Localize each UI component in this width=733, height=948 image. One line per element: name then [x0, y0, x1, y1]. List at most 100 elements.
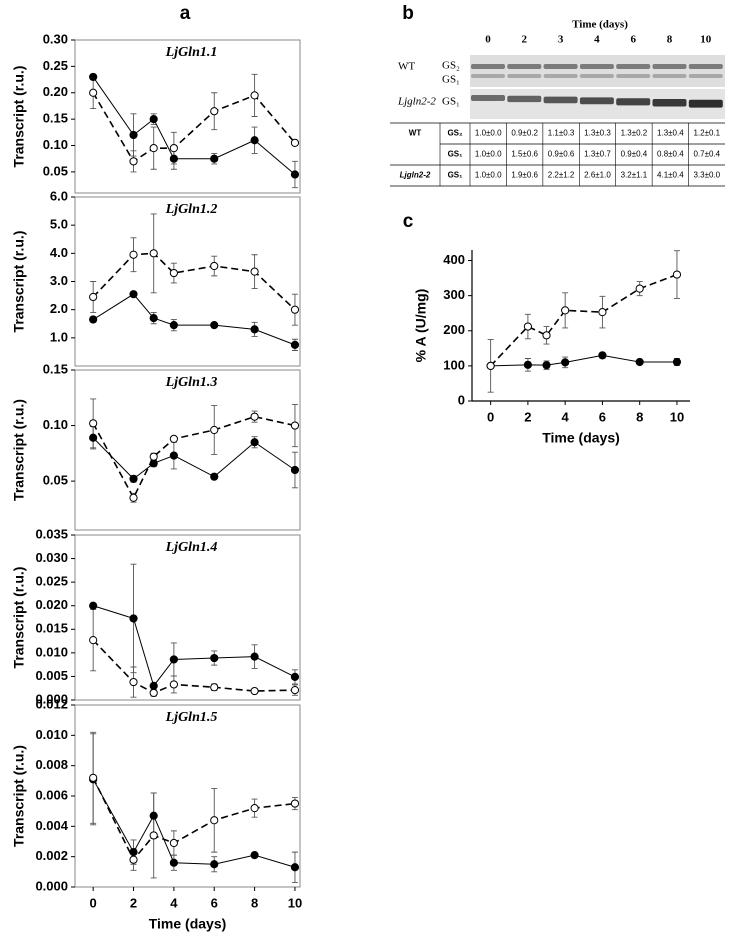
y-tick-label: 300 [443, 287, 465, 302]
data-point [169, 321, 178, 330]
x-tick-label: 2 [130, 895, 137, 910]
x-tick-label: 4 [170, 895, 178, 910]
gel-band [688, 99, 723, 108]
y-tick-label: 3.0 [50, 273, 68, 288]
data-point [149, 681, 158, 690]
x-axis-label: Time (days) [149, 916, 227, 932]
plot-frame [74, 196, 301, 367]
data-point [149, 249, 158, 258]
gel-band [652, 74, 687, 78]
gel-lane-label: 3 [558, 34, 564, 46]
gel-lane-label: 2 [522, 34, 528, 46]
y-tick-label: 0.30 [43, 31, 68, 46]
chart-title: LjGln1.3 [165, 375, 218, 390]
table-cell: 0.9±0.2 [511, 129, 538, 138]
y-tick-label: 5.0 [50, 217, 68, 232]
series-line [92, 777, 296, 862]
plot-frame [74, 534, 301, 701]
gel-band [688, 74, 723, 78]
data-point [561, 306, 570, 315]
data-point [250, 325, 259, 334]
y-axis-label: Transcript (r.u.) [11, 66, 27, 168]
y-tick-label: 100 [443, 357, 465, 372]
series-line [490, 354, 677, 367]
chart-title: LjGln1.1 [165, 45, 218, 60]
y-tick-label: 2.0 [50, 301, 68, 316]
data-point [149, 459, 158, 468]
gel-lane-label: 10 [700, 34, 712, 46]
y-tick-label: 0.012 [35, 696, 68, 711]
gel-background [470, 55, 725, 87]
y-tick-label: 0.10 [43, 417, 68, 432]
y-tick-label: 0.006 [35, 787, 68, 802]
gel-band [688, 64, 723, 69]
data-point [210, 425, 219, 435]
data-point [250, 267, 259, 276]
table-cell: 3.2±1.1 [621, 171, 648, 180]
table-isoform: GS₂ [447, 129, 463, 138]
data-point [210, 154, 219, 163]
panel-label: c [403, 211, 414, 232]
y-tick-label: 0 [458, 392, 465, 407]
series-line [92, 639, 295, 694]
gel-band [543, 74, 578, 78]
gel-band [616, 64, 651, 69]
table-cell: 1.2±0.1 [693, 129, 720, 138]
data-point [290, 686, 300, 695]
y-axis-label: Transcript (r.u.) [11, 399, 27, 501]
data-point [598, 308, 607, 317]
data-point [89, 636, 98, 645]
x-tick-label: 6 [599, 409, 606, 424]
y-tick-label: 0.05 [43, 473, 68, 488]
data-point [129, 250, 138, 259]
y-tick-label: 0.15 [43, 111, 68, 126]
table-cell: 0.8±0.4 [657, 150, 684, 159]
gel-band [543, 64, 578, 69]
data-point [290, 465, 300, 475]
data-point [210, 472, 219, 481]
data-point [129, 677, 138, 687]
data-point [210, 261, 219, 271]
data-point [250, 652, 259, 661]
table-cell: 0.7±0.4 [693, 150, 720, 159]
gel-band-label: GS₂ [442, 60, 460, 72]
data-point [210, 653, 219, 663]
series-line [93, 605, 296, 687]
series-line [92, 252, 296, 311]
y-tick-label: 0.25 [43, 58, 68, 73]
data-point [290, 170, 300, 179]
data-point [89, 72, 98, 82]
data-point [169, 858, 178, 867]
y-axis-label: Transcript (r.u.) [11, 231, 27, 333]
data-point [250, 412, 259, 421]
y-tick-label: 1.0 [50, 329, 68, 344]
table-cell: 3.3±0.0 [693, 171, 720, 180]
table-cell: 0.9±0.4 [621, 150, 648, 159]
y-tick-label: 400 [443, 252, 465, 267]
y-tick-label: 0.20 [43, 84, 68, 99]
data-point [129, 848, 138, 857]
data-point [89, 773, 98, 782]
gel-band [652, 99, 687, 107]
gel-band [471, 95, 505, 101]
series-line [92, 293, 296, 346]
y-axis-label: % A (U/mg) [413, 289, 429, 363]
data-point [129, 157, 138, 166]
table-cell: 1.3±0.7 [584, 150, 611, 159]
gel-band [507, 95, 542, 103]
data-point [523, 360, 532, 369]
data-point [250, 686, 259, 696]
data-point [542, 331, 551, 340]
table-cell: 1.0±0.0 [475, 171, 502, 180]
gel-axis-title: Time (days) [572, 19, 628, 31]
y-tick-label: 0.000 [35, 878, 68, 893]
plot-frame [74, 704, 301, 888]
series-line [92, 779, 296, 868]
data-point [129, 130, 138, 140]
gel-band-label: GS₁ [442, 96, 460, 108]
data-point [210, 860, 219, 869]
data-point [523, 322, 532, 331]
x-tick-label: 0 [90, 895, 97, 910]
y-axis-label: Transcript (r.u.) [11, 567, 27, 669]
plot-frame [74, 39, 301, 194]
